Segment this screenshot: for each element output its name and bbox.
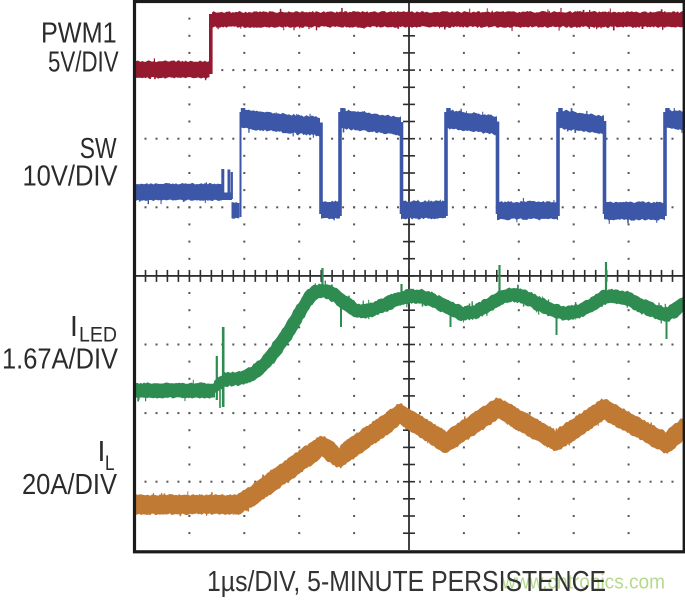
svg-text:www.cntronics.com: www.cntronics.com <box>501 572 665 594</box>
svg-text:I: I <box>70 311 78 343</box>
svg-text:SW: SW <box>80 133 117 165</box>
svg-text:10V/DIV: 10V/DIV <box>23 160 118 192</box>
svg-text:I: I <box>98 436 106 468</box>
svg-text:5V/DIV: 5V/DIV <box>48 46 119 78</box>
svg-text:1.67A/DIV: 1.67A/DIV <box>2 344 118 376</box>
svg-text:L: L <box>105 451 115 475</box>
svg-text:PWM1: PWM1 <box>41 18 117 50</box>
svg-text:LED: LED <box>79 323 117 347</box>
svg-text:20A/DIV: 20A/DIV <box>22 469 117 501</box>
svg-text:1µs/DIV, 5-MINUTE PERSISTENCE: 1µs/DIV, 5-MINUTE PERSISTENCE <box>207 566 606 598</box>
